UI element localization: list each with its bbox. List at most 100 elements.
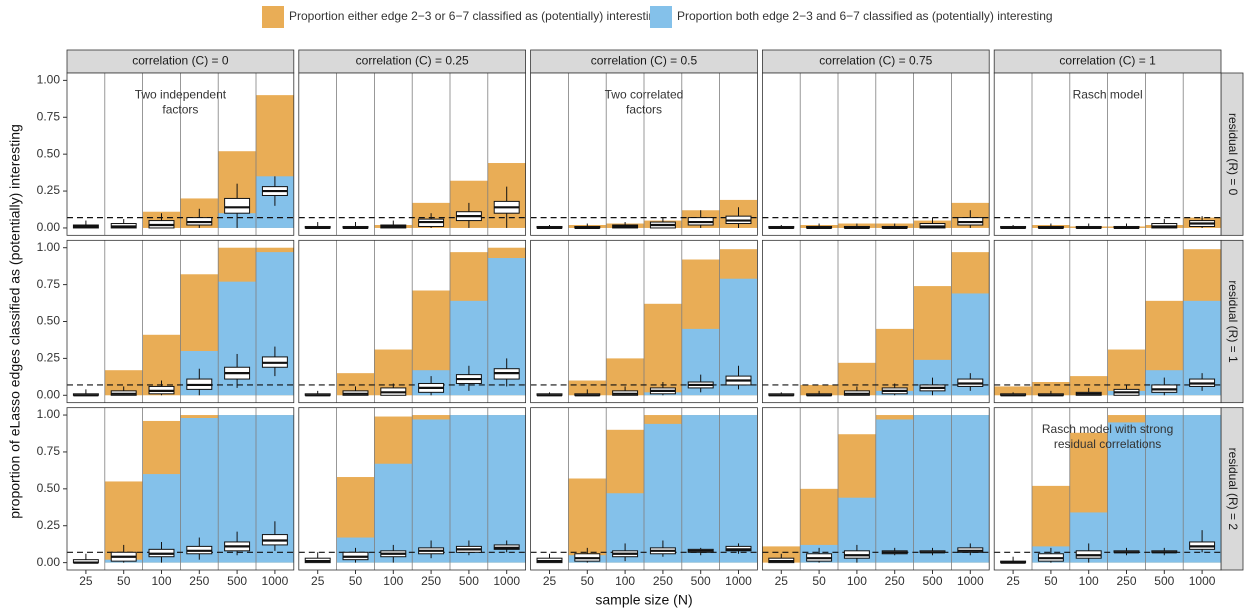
- x-tick-label: 100: [383, 574, 403, 588]
- y-tick-label: 0.00: [37, 220, 61, 234]
- x-tick-label: 100: [1079, 574, 1099, 588]
- column-strip-label: correlation (C) = 0.75: [819, 54, 932, 68]
- legend-swatch: [262, 6, 284, 28]
- row-strip-label: residual (R) = 0: [1226, 113, 1240, 196]
- annotation: factors: [626, 102, 662, 116]
- y-tick-label: 0.50: [37, 146, 61, 160]
- x-tick-label: 50: [1044, 574, 1058, 588]
- either-bar: [1069, 376, 1108, 396]
- legend-label: Proportion both edge 2−3 and 6−7 classif…: [677, 9, 1053, 23]
- x-axis-label: sample size (N): [595, 592, 692, 608]
- annotation: Rasch model with strong: [1042, 422, 1173, 436]
- y-tick-label: 0.25: [37, 351, 61, 365]
- panel: [762, 239, 990, 404]
- x-tick-label: 25: [79, 574, 93, 588]
- x-tick-label: 1000: [262, 574, 289, 588]
- x-tick-label: 50: [349, 574, 363, 588]
- legend: Proportion either edge 2−3 or 6−7 classi…: [262, 6, 1053, 28]
- both-bar: [913, 415, 952, 563]
- x-tick-label: 1000: [725, 574, 752, 588]
- either-bar: [644, 303, 682, 396]
- panel-border: [298, 407, 526, 571]
- panel-border: [298, 72, 526, 236]
- row-strip-label: residual (R) = 2: [1226, 448, 1240, 531]
- panel-border: [530, 407, 758, 571]
- panel-border: [530, 72, 758, 236]
- x-tick-label: 25: [775, 574, 789, 588]
- x-tick-label: 250: [189, 574, 209, 588]
- y-axis-label: proportion of eLasso edges classified as…: [7, 124, 23, 519]
- x-tick-label: 250: [1116, 574, 1136, 588]
- panel-border: [993, 239, 1222, 404]
- x-tick-label: 25: [1006, 574, 1020, 588]
- both-bar: [951, 415, 990, 563]
- panel-border: [66, 72, 295, 236]
- panel: Rasch model: [993, 72, 1222, 236]
- y-tick-label: 1.00: [37, 73, 61, 87]
- either-bar: [994, 386, 1032, 396]
- panel: [298, 239, 526, 404]
- x-tick-label: 250: [885, 574, 905, 588]
- x-tick-label: 100: [151, 574, 171, 588]
- both-bar: [644, 423, 682, 563]
- y-tick-label: 0.50: [37, 314, 61, 328]
- both-bar: [875, 419, 914, 563]
- x-tick-label: 1000: [1189, 574, 1216, 588]
- panel: [993, 239, 1222, 404]
- panel-border: [66, 239, 295, 404]
- either-bar: [800, 384, 838, 396]
- both-bar: [1145, 415, 1184, 563]
- annotation: Two correlated: [605, 87, 684, 101]
- panel: [66, 407, 295, 571]
- x-tick-label: 500: [459, 574, 479, 588]
- x-tick-label: 500: [922, 574, 942, 588]
- x-tick-label: 25: [311, 574, 325, 588]
- x-tick-label: 100: [615, 574, 635, 588]
- y-tick-label: 0.50: [37, 481, 61, 495]
- y-tick-label: 0.25: [37, 518, 61, 532]
- both-bar: [681, 415, 720, 563]
- panel: [298, 407, 526, 571]
- y-tick-label: 0.75: [37, 109, 61, 123]
- annotation: Rasch model: [1073, 87, 1143, 101]
- x-tick-label: 25: [543, 574, 557, 588]
- panel-border: [762, 407, 990, 571]
- x-tick-label: 50: [812, 574, 826, 588]
- both-bar: [719, 415, 758, 563]
- both-bar: [450, 415, 488, 563]
- y-tick-label: 0.00: [37, 555, 61, 569]
- annotation: Two independent: [135, 87, 227, 101]
- x-tick-label: 1000: [957, 574, 984, 588]
- both-bar: [487, 415, 526, 563]
- x-tick-label: 1000: [493, 574, 520, 588]
- x-tick-label: 500: [691, 574, 711, 588]
- x-tick-label: 250: [421, 574, 441, 588]
- panel: [66, 239, 295, 404]
- x-tick-label: 500: [1154, 574, 1174, 588]
- y-tick-label: 1.00: [37, 407, 61, 421]
- column-strip-label: correlation (C) = 1: [1059, 54, 1156, 68]
- column-strip-label: correlation (C) = 0.5: [591, 54, 698, 68]
- both-bar: [1107, 422, 1146, 563]
- either-bar: [568, 380, 607, 396]
- x-tick-label: 250: [653, 574, 673, 588]
- panel: [530, 239, 758, 404]
- row-strip-label: residual (R) = 1: [1226, 280, 1240, 363]
- panel-border: [530, 239, 758, 404]
- x-tick-label: 100: [847, 574, 867, 588]
- y-tick-label: 0.75: [37, 444, 61, 458]
- either-bar: [336, 373, 375, 396]
- panel-border: [66, 407, 295, 571]
- panel: [530, 407, 758, 571]
- panel-border: [762, 239, 990, 404]
- annotation: factors: [162, 102, 198, 116]
- either-bar: [1032, 382, 1070, 396]
- y-tick-label: 0.00: [37, 387, 61, 401]
- panel-border: [298, 239, 526, 404]
- box: [224, 197, 251, 214]
- x-tick-label: 50: [117, 574, 131, 588]
- x-tick-label: 500: [227, 574, 247, 588]
